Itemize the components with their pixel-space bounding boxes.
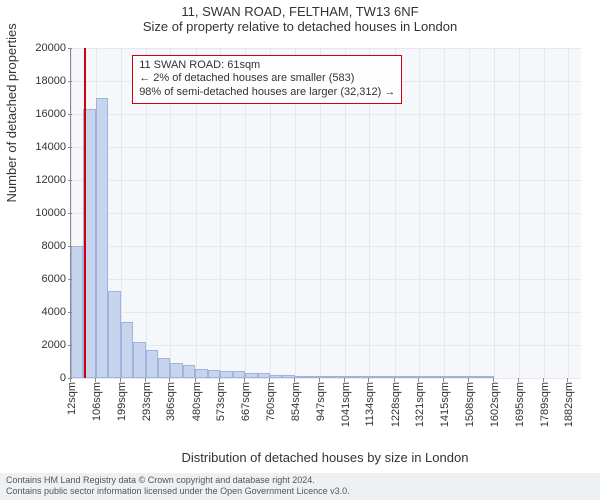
gridline-h: [71, 48, 581, 49]
histogram-bar: [133, 342, 145, 378]
x-tick-label: 12sqm: [66, 382, 78, 442]
histogram-bar: [71, 246, 83, 378]
y-tick-label: 18000: [16, 75, 66, 87]
histogram-bar: [170, 363, 182, 378]
y-tick-label: 2000: [16, 339, 66, 351]
gridline-v: [544, 48, 545, 378]
chart-subtitle: Size of property relative to detached ho…: [0, 19, 600, 34]
x-tick-label: 1228sqm: [390, 382, 402, 442]
gridline-h: [71, 114, 581, 115]
histogram-bar: [245, 373, 257, 378]
x-tick-label: 293sqm: [141, 382, 153, 442]
footer: Contains HM Land Registry data © Crown c…: [0, 473, 600, 500]
x-tick-label: 1789sqm: [539, 382, 551, 442]
histogram-bar: [208, 370, 220, 378]
histogram-bar: [320, 376, 332, 378]
gridline-h: [71, 213, 581, 214]
histogram-bar: [158, 358, 170, 378]
x-tick-label: 1882sqm: [563, 382, 575, 442]
histogram-bar: [233, 371, 245, 378]
x-tick-label: 760sqm: [265, 382, 277, 442]
gridline-h: [71, 345, 581, 346]
y-tick-label: 12000: [16, 174, 66, 186]
histogram-bar: [121, 322, 133, 378]
y-tick-label: 6000: [16, 273, 66, 285]
gridline-h: [71, 180, 581, 181]
y-tick-label: 10000: [16, 207, 66, 219]
x-tick-label: 1134sqm: [364, 382, 376, 442]
histogram-bar: [444, 376, 456, 378]
footer-line2: Contains public sector information licen…: [6, 486, 594, 497]
histogram-bar: [96, 98, 108, 379]
plot-area: 11 SWAN ROAD: 61sqm ← 2% of detached hou…: [70, 48, 581, 379]
property-marker-line: [84, 48, 86, 378]
histogram-bar: [195, 369, 207, 378]
x-tick-label: 1415sqm: [439, 382, 451, 442]
histogram-bar: [345, 376, 357, 378]
histogram-bar: [108, 291, 120, 378]
gridline-h: [71, 246, 581, 247]
gridline-h: [71, 312, 581, 313]
x-axis-label: Distribution of detached houses by size …: [70, 450, 580, 465]
x-tick-label: 480sqm: [191, 382, 203, 442]
x-tick-label: 1695sqm: [514, 382, 526, 442]
histogram-bar: [332, 376, 344, 378]
x-tick-label: 1602sqm: [489, 382, 501, 442]
histogram-bar: [481, 376, 493, 378]
histogram-bar: [183, 365, 195, 378]
histogram-bar: [432, 376, 444, 378]
x-tick-label: 199sqm: [116, 382, 128, 442]
gridline-v: [444, 48, 445, 378]
footer-line1: Contains HM Land Registry data © Crown c…: [6, 475, 594, 486]
gridline-h: [71, 279, 581, 280]
histogram-bar: [419, 376, 431, 378]
gridline-v: [419, 48, 420, 378]
x-tick-label: 854sqm: [290, 382, 302, 442]
x-tick-label: 106sqm: [91, 382, 103, 442]
x-tick-label: 573sqm: [215, 382, 227, 442]
x-tick-label: 386sqm: [165, 382, 177, 442]
histogram-bar: [270, 375, 282, 378]
histogram-bar: [220, 371, 232, 378]
y-tick-label: 20000: [16, 42, 66, 54]
annotation-line2: ← 2% of detached houses are smaller (583…: [139, 72, 395, 86]
y-tick-label: 4000: [16, 306, 66, 318]
gridline-v: [494, 48, 495, 378]
histogram-bar: [394, 376, 406, 378]
gridline-h: [71, 378, 581, 379]
histogram-bar: [295, 376, 307, 378]
y-tick-label: 16000: [16, 108, 66, 120]
x-tick-label: 1041sqm: [340, 382, 352, 442]
chart-title: 11, SWAN ROAD, FELTHAM, TW13 6NF: [0, 0, 600, 19]
x-tick-label: 1508sqm: [464, 382, 476, 442]
y-tick-label: 0: [16, 372, 66, 384]
x-tick-label: 667sqm: [240, 382, 252, 442]
x-tick-label: 947sqm: [315, 382, 327, 442]
gridline-h: [71, 147, 581, 148]
histogram-bar: [282, 375, 294, 378]
gridline-v: [469, 48, 470, 378]
gridline-v: [519, 48, 520, 378]
annotation-box: 11 SWAN ROAD: 61sqm ← 2% of detached hou…: [132, 55, 402, 104]
gridline-v: [568, 48, 569, 378]
y-tick-label: 8000: [16, 240, 66, 252]
histogram-bar: [382, 376, 394, 378]
annotation-line1: 11 SWAN ROAD: 61sqm: [139, 59, 395, 73]
annotation-line3: 98% of semi-detached houses are larger (…: [139, 86, 395, 100]
chart-container: 11, SWAN ROAD, FELTHAM, TW13 6NF Size of…: [0, 0, 600, 500]
histogram-bar: [469, 376, 481, 378]
histogram-bar: [146, 350, 158, 378]
y-tick-label: 14000: [16, 141, 66, 153]
histogram-bar: [369, 376, 381, 378]
x-tick-label: 1321sqm: [414, 382, 426, 442]
